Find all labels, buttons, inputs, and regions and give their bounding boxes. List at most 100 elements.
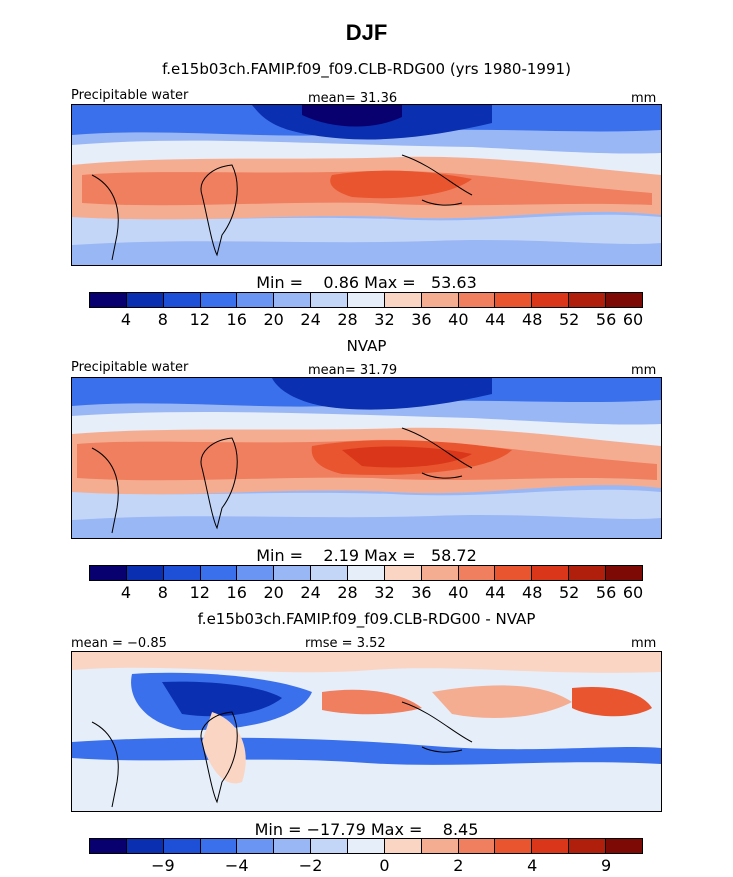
colorbar-swatch <box>274 839 312 853</box>
colorbar-swatch <box>532 566 570 580</box>
colorbar-tick-label: 4 <box>527 856 538 875</box>
colorbar-swatch <box>421 566 459 580</box>
panel-2-colorbar-ticks: 4 8 12 16 20 24 28 32 36 40 44 48 52 56 60 <box>89 583 643 603</box>
panel-2-units: mm <box>631 363 657 378</box>
colorbar-tick-label: 28 <box>337 310 358 329</box>
panel-1-field-label: Precipitable water <box>71 88 189 103</box>
colorbar-swatch <box>163 293 201 307</box>
colorbar-tick-label: 8 <box>157 583 168 602</box>
colorbar-swatch <box>274 293 312 307</box>
colorbar-swatch <box>126 566 164 580</box>
panel-1-units: mm <box>631 91 657 106</box>
colorbar-tick-label: 48 <box>522 310 543 329</box>
colorbar-tick-label: 24 <box>300 310 321 329</box>
colorbar-swatch <box>200 293 238 307</box>
panel-3-colorbar-ticks: −9 −4 −2 0 2 4 9 <box>89 856 643 876</box>
colorbar-swatch <box>200 839 238 853</box>
colorbar-swatch <box>569 293 607 307</box>
panel-1-map <box>71 104 662 266</box>
colorbar-tick-label: 52 <box>558 310 580 329</box>
colorbar-tick-label: 20 <box>263 310 284 329</box>
colorbar-tick-label: 12 <box>189 583 210 602</box>
panel-1-colorbar-ticks: 4 8 12 16 20 24 28 32 36 40 44 48 52 56 60 <box>89 310 643 330</box>
colorbar-tick-label: −9 <box>151 856 175 875</box>
colorbar-swatch <box>606 293 642 307</box>
colorbar-tick-label: 2 <box>453 856 464 875</box>
panel-1-heading: f.e15b03ch.FAMIP.f09_f09.CLB-RDG00 (yrs … <box>162 60 571 78</box>
colorbar-swatch <box>495 566 533 580</box>
panel-1-mean-label: mean= 31.36 <box>308 91 398 106</box>
colorbar-swatch <box>458 566 496 580</box>
panel-3-mean-label: mean = −0.85 <box>71 636 167 651</box>
panel-1-stats: Min = 0.86 Max = 53.63 <box>256 273 477 292</box>
colorbar-tick-label: 52 <box>558 583 580 602</box>
colorbar-swatch <box>606 566 642 580</box>
panel-3-units: mm <box>631 636 657 651</box>
colorbar-swatch <box>90 839 127 853</box>
colorbar-swatch <box>274 566 312 580</box>
colorbar-tick-label: 32 <box>374 310 395 329</box>
colorbar-swatch <box>200 566 238 580</box>
panel-2-mean-label: mean= 31.79 <box>308 363 398 378</box>
colorbar-swatch <box>458 293 496 307</box>
colorbar-tick-label: 36 <box>411 583 432 602</box>
colorbar-swatch <box>532 293 570 307</box>
colorbar-tick-label: 48 <box>522 583 543 602</box>
colorbar-tick-label: 9 <box>600 856 612 875</box>
colorbar-swatch <box>606 839 642 853</box>
panel-2-stats: Min = 2.19 Max = 58.72 <box>256 546 477 565</box>
colorbar-swatch <box>421 293 459 307</box>
colorbar-swatch <box>237 839 275 853</box>
panel-2-map <box>71 377 662 539</box>
colorbar-swatch <box>348 566 385 580</box>
panel-3-stats: Min = −17.79 Max = 8.45 <box>254 820 479 839</box>
panel-3-colorbar <box>89 838 643 854</box>
colorbar-tick-label: 44 <box>485 583 506 602</box>
colorbar-swatch <box>311 293 349 307</box>
panel-3-map-plot <box>72 652 661 811</box>
colorbar-tick-label: 16 <box>226 583 247 602</box>
colorbar-tick-label: 12 <box>189 310 210 329</box>
panel-3-rmse-label: rmse = 3.52 <box>305 636 386 651</box>
panel-2-colorbar <box>89 565 643 581</box>
colorbar-swatch <box>569 839 607 853</box>
colorbar-swatch <box>458 839 496 853</box>
colorbar-swatch <box>495 839 533 853</box>
colorbar-swatch <box>495 293 533 307</box>
colorbar-swatch <box>237 293 275 307</box>
colorbar-swatch <box>384 566 422 580</box>
colorbar-tick-label: 28 <box>337 583 358 602</box>
panel-2-heading: NVAP <box>346 337 387 355</box>
colorbar-tick-label: 40 <box>448 583 469 602</box>
colorbar-swatch <box>163 839 201 853</box>
figure-title: DJF <box>345 20 388 45</box>
colorbar-tick-label: 32 <box>374 583 395 602</box>
colorbar-tick-label: 56 <box>595 310 617 329</box>
colorbar-tick-label: 60 <box>622 583 644 602</box>
colorbar-swatch <box>569 566 607 580</box>
colorbar-swatch <box>348 839 385 853</box>
colorbar-tick-label: 8 <box>157 310 168 329</box>
colorbar-swatch <box>163 566 201 580</box>
colorbar-swatch <box>126 293 164 307</box>
colorbar-tick-label: 60 <box>622 310 644 329</box>
colorbar-tick-label: 40 <box>448 310 469 329</box>
colorbar-swatch <box>421 839 459 853</box>
colorbar-tick-label: 4 <box>120 310 132 329</box>
colorbar-swatch <box>532 839 570 853</box>
colorbar-swatch <box>126 839 164 853</box>
colorbar-tick-label: 44 <box>485 310 506 329</box>
colorbar-swatch <box>90 293 127 307</box>
colorbar-tick-label: 16 <box>226 310 247 329</box>
colorbar-swatch <box>348 293 385 307</box>
colorbar-tick-label: 4 <box>120 583 132 602</box>
panel-1-colorbar <box>89 292 643 308</box>
colorbar-tick-label: 56 <box>595 583 617 602</box>
colorbar-swatch <box>384 293 422 307</box>
colorbar-swatch <box>311 839 349 853</box>
panel-2-field-label: Precipitable water <box>71 360 189 375</box>
colorbar-tick-label: 24 <box>300 583 321 602</box>
colorbar-swatch <box>90 566 127 580</box>
panel-2-map-plot <box>72 378 661 538</box>
panel-3-heading: f.e15b03ch.FAMIP.f09_f09.CLB-RDG00 - NVA… <box>197 610 536 628</box>
